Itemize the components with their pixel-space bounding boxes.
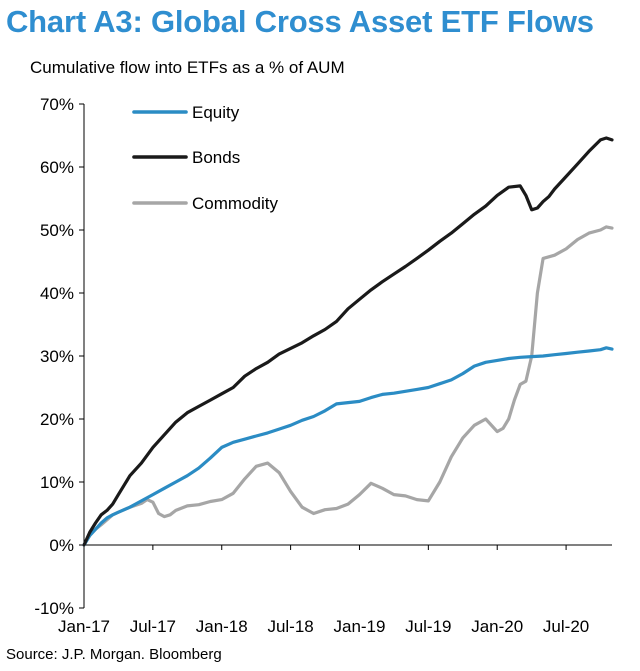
- y-tick-label: 40%: [40, 284, 74, 303]
- chart-title: Chart A3: Global Cross Asset ETF Flows: [6, 4, 594, 39]
- y-tick-label: 10%: [40, 473, 74, 492]
- axis-layer: -10% 0% 10% 20% 30% 40% 50% 60% 70% Jan-17 Jul-17 J…: [34, 95, 612, 636]
- x-tick-label: Jul-18: [267, 617, 313, 636]
- series-line-equity: [82, 346, 614, 547]
- x-tick-label: Jul-17: [130, 617, 176, 636]
- x-tick-label: Jan-20: [471, 617, 523, 636]
- y-tick-label: 50%: [40, 221, 74, 240]
- x-tick-label: Jul-19: [405, 617, 451, 636]
- y-tick-label: 60%: [40, 158, 74, 177]
- legend: Equity Bonds Commodity: [132, 103, 278, 213]
- legend-label-equity: Equity: [192, 103, 240, 122]
- series-line-bonds: [82, 136, 614, 547]
- y-tick-label: -10%: [34, 599, 74, 618]
- x-tick-label: Jan-18: [196, 617, 248, 636]
- x-tick-label: Jan-19: [333, 617, 385, 636]
- x-tick-label: Jan-17: [58, 617, 110, 636]
- y-tick-label: 30%: [40, 347, 74, 366]
- series-layer: [82, 136, 614, 547]
- chart-subtitle: Cumulative flow into ETFs as a % of AUM: [30, 58, 345, 77]
- legend-label-bonds: Bonds: [192, 148, 240, 167]
- y-tick-label: 20%: [40, 410, 74, 429]
- y-tick-label: 70%: [40, 95, 74, 114]
- legend-label-commodity: Commodity: [192, 194, 278, 213]
- y-tick-label: 0%: [49, 536, 74, 555]
- x-tick-label: Jul-20: [543, 617, 589, 636]
- source-note: Source: J.P. Morgan. Bloomberg: [6, 646, 222, 663]
- series-line-commodity: [82, 225, 614, 547]
